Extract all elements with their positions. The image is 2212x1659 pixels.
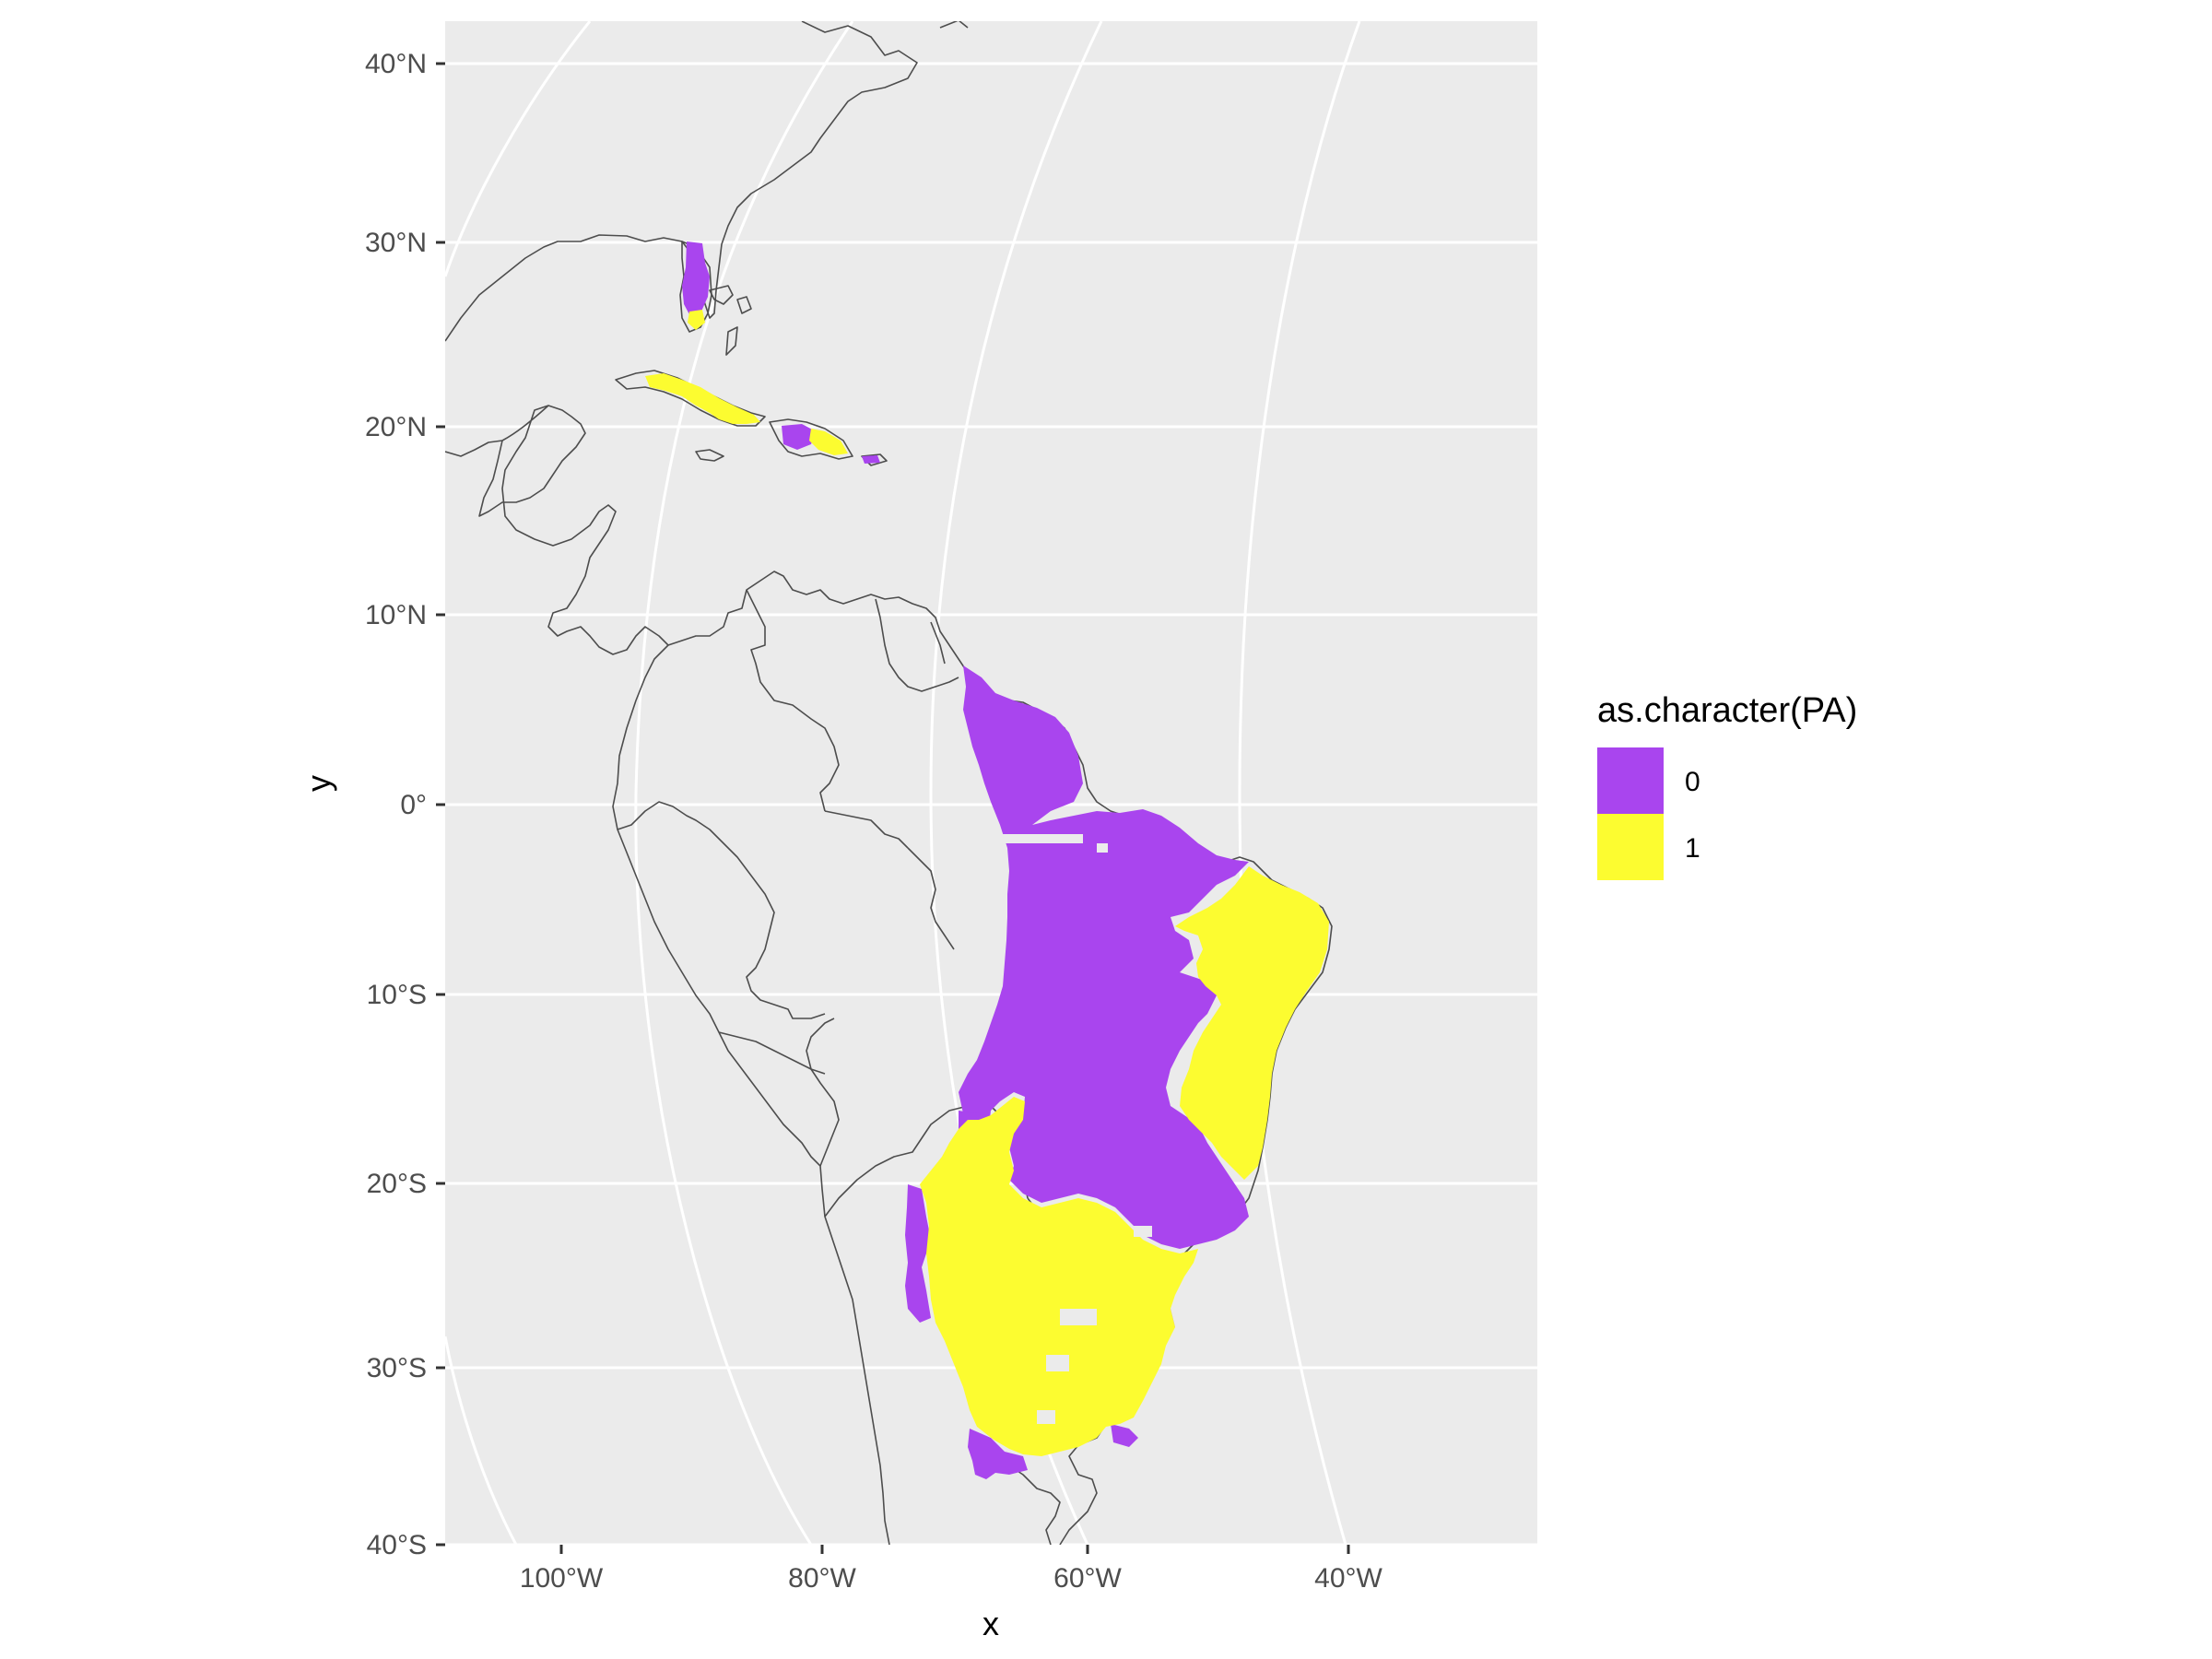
region-class-1-southern-south-america [920, 1097, 1198, 1456]
pa-raster [645, 241, 1329, 1479]
y-tick-label: 0° [400, 790, 427, 820]
legend: as.character(PA) 0 1 [1597, 691, 1857, 880]
y-tick-label: 20°S [367, 1169, 427, 1199]
region-class-0-uruguay-edge [1111, 1424, 1138, 1447]
legend-label-1: 1 [1685, 833, 1700, 864]
y-tick-label: 20°N [365, 412, 427, 442]
region-class-0-puerto-rico [862, 455, 880, 464]
x-axis-title: x [982, 1605, 999, 1642]
y-tick-label: 10°S [367, 980, 427, 1010]
region-class-1-hispaniola [809, 429, 848, 455]
legend-label-0: 0 [1685, 767, 1700, 797]
y-tick-label: 40°N [365, 49, 427, 79]
region-class-0-florida [682, 241, 710, 318]
region-class-1-northeast-brazil [1175, 866, 1329, 1180]
x-axis [559, 1545, 1350, 1554]
y-tick-label: 30°N [365, 228, 427, 258]
x-tick-label: 60°W [1053, 1563, 1122, 1594]
region-class-0-west-argentina [905, 1184, 931, 1323]
region-class-0-brazil-north-central [959, 665, 1249, 1249]
legend-title: as.character(PA) [1597, 691, 1857, 730]
y-tick-label: 30°S [367, 1353, 427, 1383]
y-tick-label: 40°S [367, 1530, 427, 1560]
region-class-0-patagonia [968, 1429, 1028, 1479]
region-class-0-hispaniola [782, 424, 816, 450]
latitude-gridlines [445, 62, 1537, 1545]
region-class-1-cuba [645, 373, 760, 424]
raster-gaps [1000, 830, 1233, 1424]
y-axis-title: y [300, 775, 337, 792]
region-class-1-uruguay [1067, 1332, 1134, 1415]
x-tick-label: 40°W [1314, 1563, 1382, 1594]
y-axis [436, 62, 445, 1547]
y-tick-label: 10°N [365, 600, 427, 630]
x-tick-label: 80°W [788, 1563, 856, 1594]
legend-key-1 [1597, 814, 1664, 880]
region-class-1-florida-tip [688, 310, 705, 330]
x-tick-label: 100°W [520, 1563, 604, 1594]
legend-key-0 [1597, 747, 1664, 814]
